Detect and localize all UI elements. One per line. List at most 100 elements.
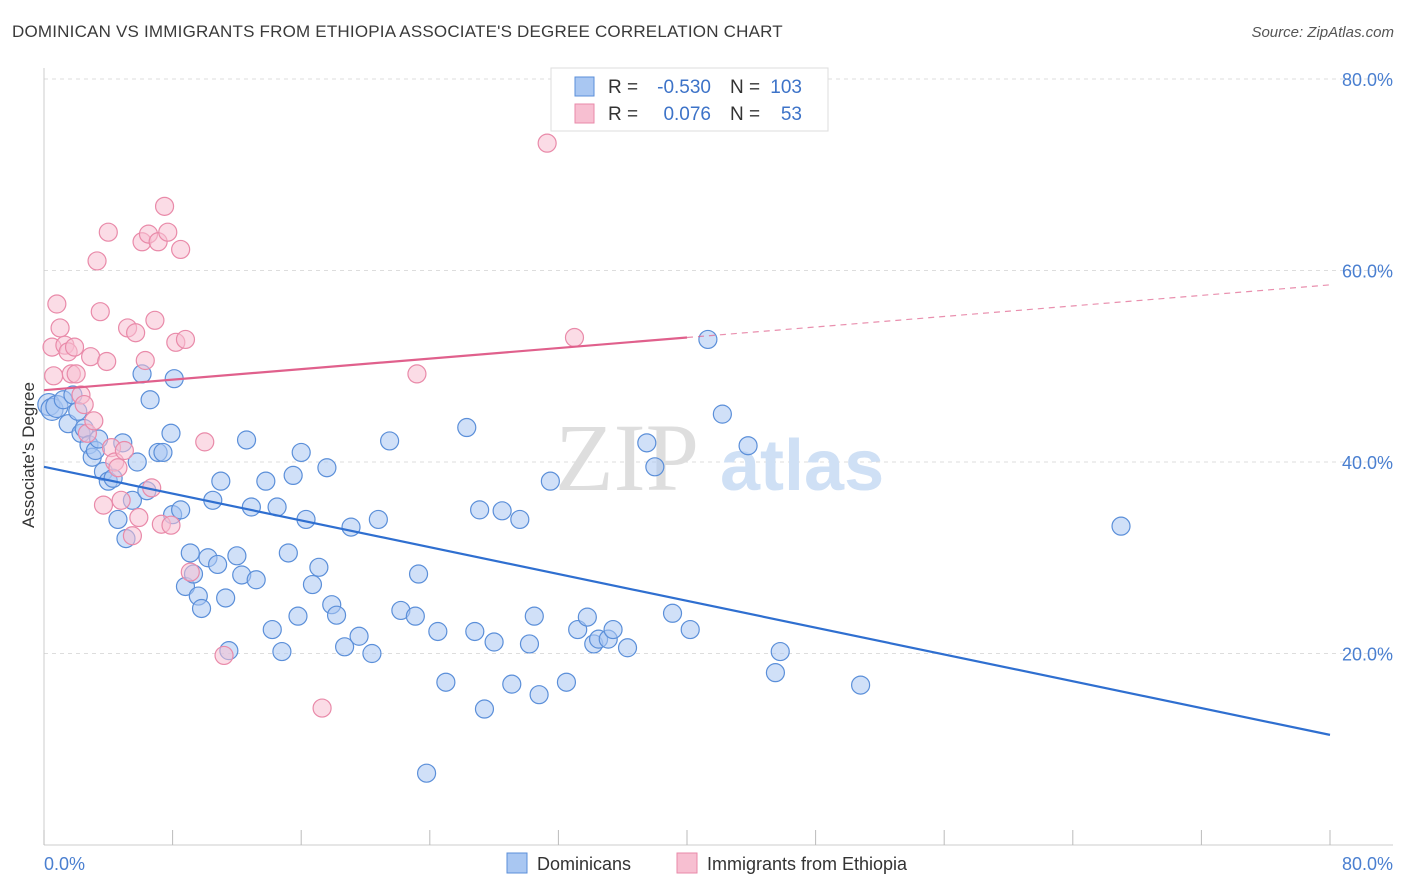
bottom-swatch-dominicans — [506, 852, 528, 874]
dominican-point-56 — [309, 557, 329, 577]
dominican-point-37 — [208, 554, 228, 575]
ethiopia-point-8 — [66, 364, 86, 384]
dominican-point-59 — [326, 605, 347, 625]
ethiopia-point-42 — [195, 432, 215, 452]
dominican-point-39 — [216, 588, 236, 608]
ethiopia-point-23 — [114, 440, 134, 461]
dominican-point-101 — [851, 675, 871, 695]
dominican-point-29 — [171, 500, 191, 520]
ethiopia-point-14 — [87, 251, 107, 271]
dominican-point-72 — [457, 417, 477, 438]
ethiopia-point-16 — [93, 495, 114, 515]
ethiopia-point-10 — [74, 394, 94, 415]
ethiopia-point-7 — [64, 337, 85, 357]
dominican-point-68 — [408, 564, 429, 584]
dominicans-trend-line — [43, 465, 1331, 736]
y-tick-label-1: 40.0% — [1342, 453, 1393, 473]
dominican-point-60 — [335, 637, 355, 657]
ethiopia-point-39 — [171, 239, 191, 260]
ethiopia-point-22 — [111, 490, 131, 510]
dominican-point-98 — [738, 436, 758, 456]
ethiopia-point-15 — [90, 302, 110, 322]
source-label: Source: ZipAtlas.com — [1251, 24, 1394, 41]
dominican-point-92 — [637, 433, 657, 453]
dominican-point-34 — [191, 598, 212, 619]
dominican-point-71 — [436, 672, 456, 692]
ethiopia-point-13 — [84, 411, 104, 431]
ethiopia-point-25 — [122, 526, 143, 546]
bottom-legend-dominicans: Dominicans — [537, 854, 631, 874]
ethiopia-point-3 — [50, 318, 70, 338]
dominican-point-63 — [362, 643, 382, 664]
dominican-point-31 — [180, 543, 200, 563]
dominican-point-67 — [405, 606, 425, 626]
dominican-point-52 — [288, 606, 308, 626]
ethiopia-point-37 — [161, 515, 181, 535]
dominican-point-49 — [272, 641, 292, 662]
dominican-point-90 — [603, 619, 623, 640]
ethiopia-points — [42, 133, 585, 718]
dominican-point-57 — [317, 458, 337, 478]
legend-r-label-2: R = — [608, 104, 638, 125]
dominican-point-95 — [680, 619, 700, 640]
dominican-point-44 — [241, 497, 261, 517]
ethiopia-point-17 — [97, 351, 117, 372]
ethiopia-point-29 — [135, 350, 155, 371]
y-tick-label-3: 80.0% — [1342, 70, 1393, 90]
dominican-point-16 — [108, 509, 128, 530]
chart-title: DOMINICAN VS IMMIGRANTS FROM ETHIOPIA AS… — [12, 22, 783, 41]
dominican-point-43 — [236, 430, 257, 450]
y-tick-labels: 20.0% 40.0% 60.0% 80.0% — [1342, 70, 1393, 665]
ethiopia-point-35 — [154, 196, 175, 216]
watermark: ZIP atlas — [555, 404, 884, 511]
dominican-point-102 — [1111, 516, 1131, 536]
dominican-point-80 — [519, 634, 540, 654]
dominican-point-41 — [227, 546, 247, 566]
ethiopia-point-43 — [214, 645, 234, 666]
ethiopia-point-1 — [44, 366, 64, 386]
dominican-point-84 — [556, 672, 577, 692]
y-tick-label-2: 60.0% — [1342, 262, 1393, 282]
dominican-point-25 — [153, 442, 173, 463]
ethiopia-point-2 — [47, 294, 67, 314]
dominican-point-23 — [140, 390, 160, 410]
dominican-point-93 — [645, 457, 665, 477]
dominican-point-81 — [524, 606, 544, 626]
ethiopia-point-12 — [81, 347, 101, 367]
ethiopia-point-32 — [145, 310, 165, 330]
dominican-point-86 — [577, 607, 597, 627]
dominicans-points — [37, 329, 1131, 783]
dominican-point-74 — [470, 500, 490, 520]
dominican-point-79 — [510, 509, 530, 530]
dominican-point-96 — [698, 329, 718, 350]
dominican-point-77 — [492, 501, 512, 521]
legend-r-value-2: 0.076 — [663, 104, 711, 125]
x-tick-labels: 0.0% 80.0% — [44, 854, 1393, 874]
ethiopia-trend-extension — [686, 284, 1331, 339]
stats-legend: R = -0.530 N = 103 R = 0.076 N = 53 — [550, 67, 829, 132]
ethiopia-point-21 — [108, 458, 128, 478]
ethiopia-trend-line — [43, 336, 688, 392]
dominican-point-65 — [380, 431, 400, 451]
dominican-point-83 — [540, 471, 560, 491]
ethiopia-point-45 — [407, 364, 427, 384]
ethiopia-point-40 — [175, 329, 196, 350]
dominican-point-73 — [465, 621, 485, 642]
dominican-point-55 — [302, 574, 323, 595]
ethiopia-point-44 — [312, 698, 332, 718]
dominican-point-62 — [349, 626, 369, 646]
y-tick-label-0: 20.0% — [1342, 645, 1393, 665]
dominican-point-99 — [765, 663, 786, 683]
dominican-point-64 — [368, 509, 388, 530]
ethiopia-point-36 — [158, 222, 178, 242]
legend-swatch-ethiopia — [574, 103, 595, 124]
ethiopia-point-27 — [129, 507, 149, 528]
legend-swatch-dominicans — [574, 76, 595, 97]
dominican-point-94 — [662, 603, 683, 623]
dominican-point-100 — [770, 641, 790, 662]
dominican-point-38 — [211, 471, 231, 491]
y-axis-label: Associate's Degree — [19, 382, 38, 528]
legend-n-label-2: N = — [730, 104, 760, 125]
ethiopia-point-18 — [98, 222, 118, 242]
